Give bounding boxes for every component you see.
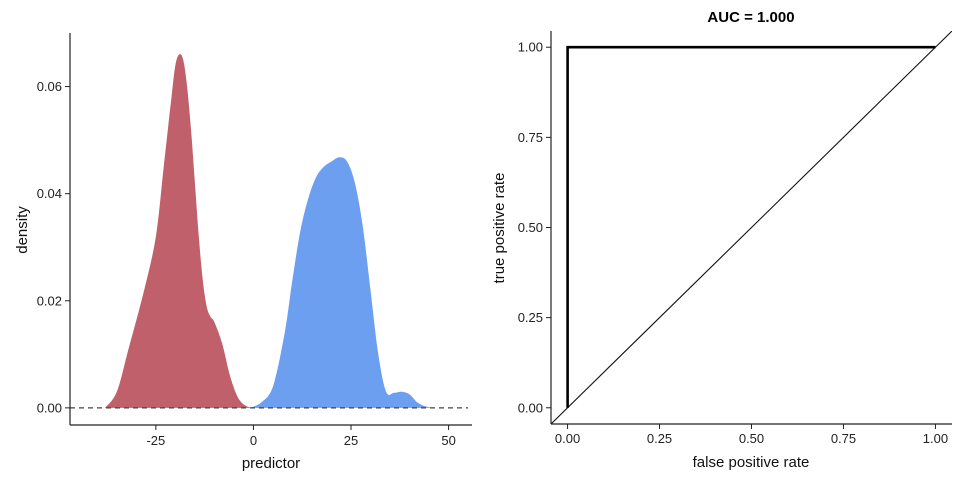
density-y-tick-label: 0.02 <box>37 293 62 308</box>
chance-diagonal-line <box>551 31 952 424</box>
density-x-axis-title: predictor <box>242 455 300 472</box>
density-panel: 0.00 0.02 0.04 0.06 -25 0 25 50 predictor dens… <box>14 33 472 472</box>
density-y-ticks: 0.00 0.02 0.04 0.06 <box>37 79 70 415</box>
density-area-series-1 <box>105 54 254 408</box>
roc-x-axis-title: false positive rate <box>693 454 810 471</box>
density-y-tick-label: 0.00 <box>37 400 62 415</box>
roc-x-tick-label: 1.00 <box>923 431 948 446</box>
roc-x-tick-label: 0.75 <box>831 431 856 446</box>
roc-x-tick-label: 0.50 <box>739 431 764 446</box>
roc-y-tick-label: 0.50 <box>518 220 543 235</box>
density-y-tick-label: 0.06 <box>37 79 62 94</box>
roc-curve-line <box>566 45 936 408</box>
roc-y-tick-label: 0.00 <box>518 400 543 415</box>
roc-x-ticks: 0.00 0.25 0.50 0.75 1.00 <box>555 424 948 446</box>
density-x-tick-label: -25 <box>146 433 165 448</box>
roc-y-ticks: 0.00 0.25 0.50 0.75 1.00 <box>518 40 551 415</box>
roc-x-tick-label: 0.25 <box>647 431 672 446</box>
density-y-tick-label: 0.04 <box>37 186 62 201</box>
roc-plot-title: AUC = 1.000 <box>707 9 794 26</box>
roc-x-tick-label: 0.00 <box>555 431 580 446</box>
density-areas <box>105 54 433 408</box>
roc-y-tick-label: 1.00 <box>518 40 543 55</box>
density-x-tick-label: 50 <box>441 433 455 448</box>
roc-panel: AUC = 1.000 0.00 0.25 0.50 0.75 1.00 0.00 0.2… <box>491 9 952 471</box>
density-area-series-2 <box>249 157 433 408</box>
roc-y-axis-title: true positive rate <box>491 173 508 284</box>
roc-y-tick-label: 0.75 <box>518 130 543 145</box>
density-y-axis-title: density <box>14 206 31 254</box>
roc-y-tick-label: 0.25 <box>518 310 543 325</box>
density-x-ticks: -25 0 25 50 <box>146 425 456 448</box>
density-x-tick-label: 0 <box>250 433 257 448</box>
density-x-tick-label: 25 <box>344 433 358 448</box>
